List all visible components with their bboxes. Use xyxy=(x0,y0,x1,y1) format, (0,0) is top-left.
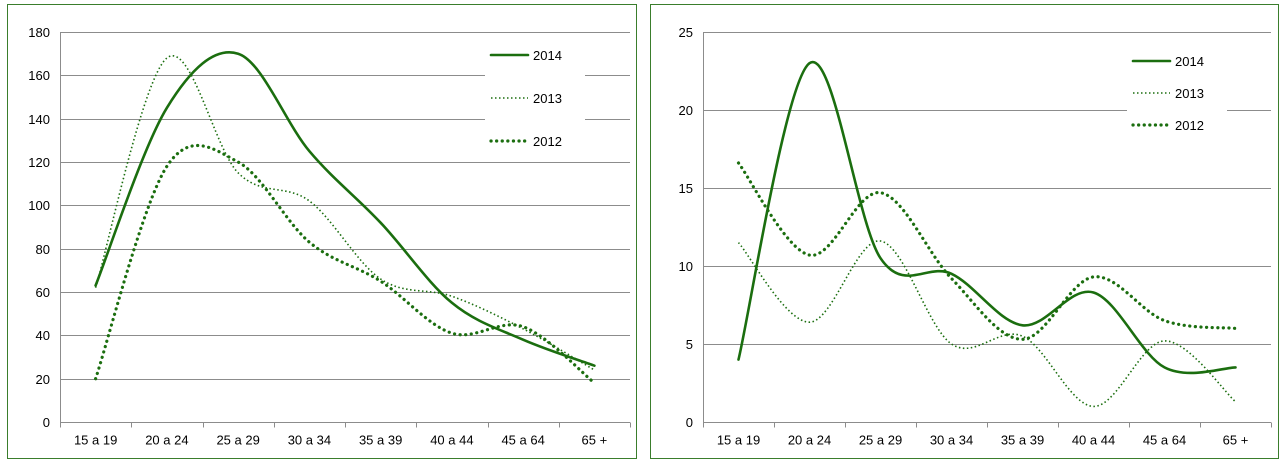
y-tick-label: 20 xyxy=(679,103,693,118)
x-tick-label: 20 a 24 xyxy=(145,433,188,448)
legend-label: 2012 xyxy=(1175,118,1204,133)
y-tick-label: 5 xyxy=(686,337,693,352)
y-tick-label: 120 xyxy=(28,155,50,170)
x-tick-label: 15 a 19 xyxy=(717,433,760,448)
chart-panel-right: 0 5 10 15 20 25 15 a 19 20 a 24 25 a 29 30 a 34 35… xyxy=(650,4,1279,459)
y-tick-label: 80 xyxy=(36,242,50,257)
line-chart-right: 0 5 10 15 20 25 15 a 19 20 a 24 25 a 29 30 a 34 35… xyxy=(679,25,1272,448)
x-tick-label: 45 a 64 xyxy=(501,433,544,448)
x-tick-label: 15 a 19 xyxy=(74,433,117,448)
series-line-2014 xyxy=(94,51,596,367)
x-tick-label: 40 a 44 xyxy=(430,433,473,448)
line-chart-left: 0 20 40 60 80 100 120 140 160 180 15 a 19 20 a 24 25… xyxy=(28,25,631,448)
x-tick-label: 25 a 29 xyxy=(216,433,259,448)
x-tick-label: 65 + xyxy=(582,433,608,448)
x-tick-label: 25 a 29 xyxy=(859,433,902,448)
series-line-2012 xyxy=(94,143,596,385)
x-tick-label: 35 a 39 xyxy=(359,433,402,448)
y-tick-label: 160 xyxy=(28,68,50,83)
y-tick-label: 140 xyxy=(28,112,50,127)
x-tick-label: 40 a 44 xyxy=(1072,433,1115,448)
y-tick-label: 40 xyxy=(36,328,50,343)
x-tick-label: 30 a 34 xyxy=(930,433,973,448)
chart-panel-left: 0 20 40 60 80 100 120 140 160 180 15 a 19 20 a 24 25… xyxy=(7,4,637,459)
y-tick-label: 0 xyxy=(686,415,693,430)
legend-label: 2014 xyxy=(1175,54,1204,69)
x-tick-label: 20 a 24 xyxy=(788,433,831,448)
y-tick-label: 0 xyxy=(43,415,50,430)
x-tick-label: 45 a 64 xyxy=(1143,433,1186,448)
legend-label: 2013 xyxy=(1175,86,1204,101)
x-tick-label: 65 + xyxy=(1223,433,1249,448)
legend-label: 2012 xyxy=(533,134,562,149)
legend-background xyxy=(485,43,585,153)
y-tick-label: 20 xyxy=(36,372,50,387)
y-tick-label: 10 xyxy=(679,259,693,274)
series-line-2013 xyxy=(737,240,1237,408)
x-tick-label: 35 a 39 xyxy=(1001,433,1044,448)
y-tick-label: 180 xyxy=(28,25,50,40)
series-line-2012 xyxy=(736,161,1238,341)
legend-label: 2014 xyxy=(533,48,562,63)
y-tick-label: 15 xyxy=(679,181,693,196)
x-tick-label: 30 a 34 xyxy=(288,433,331,448)
y-tick-label: 60 xyxy=(36,285,50,300)
y-tick-label: 100 xyxy=(28,198,50,213)
y-tick-label: 25 xyxy=(679,25,693,40)
legend-label: 2013 xyxy=(533,91,562,106)
series-line-2014 xyxy=(737,60,1237,375)
legend-background xyxy=(1127,49,1227,137)
